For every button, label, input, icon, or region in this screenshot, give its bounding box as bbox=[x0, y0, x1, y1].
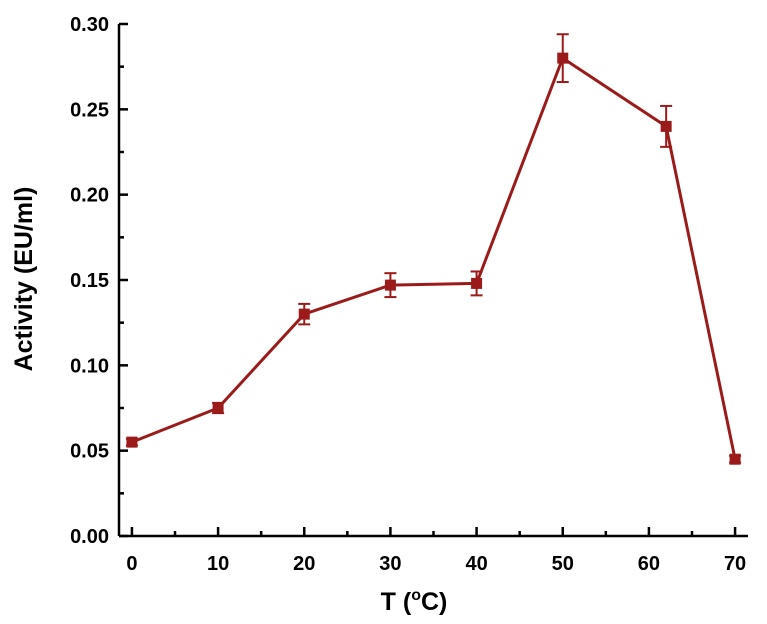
x-tick-label: 0 bbox=[126, 553, 137, 575]
data-point bbox=[729, 453, 741, 465]
data-point bbox=[557, 52, 569, 64]
data-point bbox=[126, 436, 138, 448]
series-line bbox=[131, 56, 737, 460]
data-point bbox=[471, 277, 483, 289]
x-tick-label: 70 bbox=[724, 553, 746, 575]
y-tick-label: 0.20 bbox=[70, 185, 109, 207]
data-series bbox=[125, 33, 742, 465]
x-tick-label: 40 bbox=[465, 553, 487, 575]
y-tick-label: 0.25 bbox=[70, 99, 109, 121]
data-point bbox=[384, 279, 396, 291]
y-tick-label: 0.00 bbox=[70, 526, 109, 548]
ticks: 0.00 0.05 0.10 0.15 0.20 0.25 0.30 0 10 20 30 40 50 6… bbox=[70, 14, 746, 575]
y-tick-label: 0.05 bbox=[70, 441, 109, 463]
y-tick-label: 0.15 bbox=[70, 270, 109, 292]
x-tick-label: 50 bbox=[552, 553, 574, 575]
y-tick-label: 0.30 bbox=[70, 14, 109, 36]
y-tick-label: 0.10 bbox=[70, 355, 109, 377]
x-tick-label: 10 bbox=[207, 553, 229, 575]
x-axis-title: T (oC) bbox=[381, 587, 448, 616]
x-tick-label: 30 bbox=[379, 553, 401, 575]
axes bbox=[117, 24, 748, 538]
data-point bbox=[298, 308, 310, 320]
x-tick-label: 60 bbox=[638, 553, 660, 575]
data-point bbox=[212, 402, 224, 414]
y-axis-title: Activity (EU/ml) bbox=[10, 187, 38, 372]
data-point bbox=[660, 120, 672, 132]
x-tick-label: 20 bbox=[293, 553, 315, 575]
